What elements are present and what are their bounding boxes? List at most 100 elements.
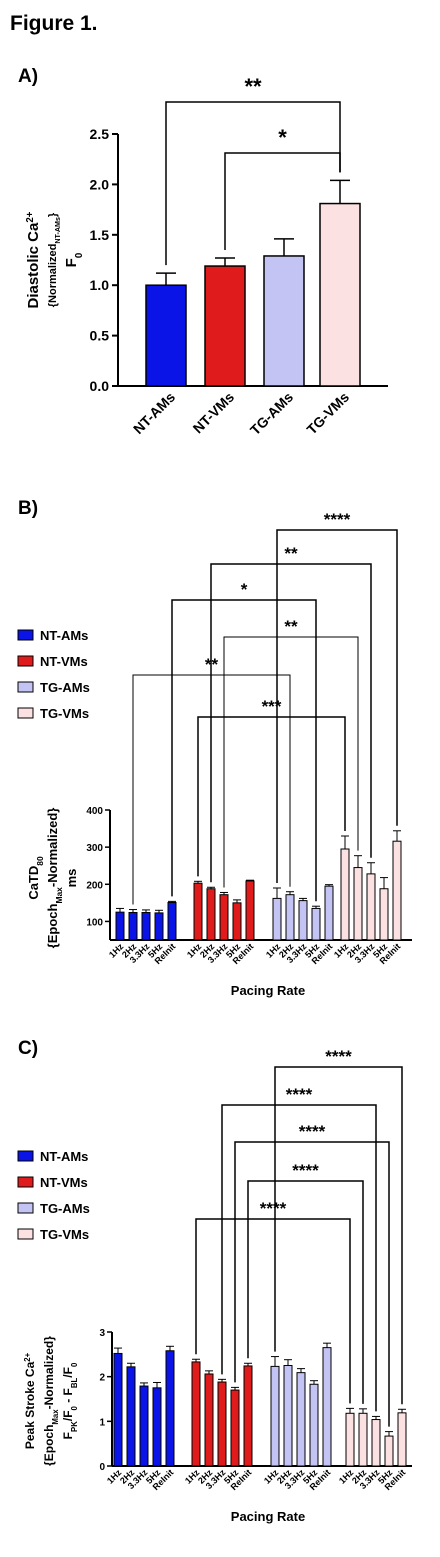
bar-tg-ams-5hz — [311, 907, 321, 941]
bar-tg-ams — [263, 255, 305, 387]
bracket-line — [195, 1218, 351, 1404]
legend-label-tg-vms: TG-VMs — [40, 706, 89, 721]
x-axis-label: Pacing Rate — [231, 983, 305, 998]
bracket-line — [210, 563, 372, 883]
legend-swatch-nt-ams — [17, 1150, 34, 1162]
y-axis-label-line-1: Diastolic Ca2+ — [25, 211, 43, 308]
bar-nt-ams-3-3hz — [139, 1385, 149, 1467]
y-tick-label: 2.5 — [90, 126, 110, 142]
y-axis-label-line-1: CaTD80 — [26, 856, 45, 900]
legend-label-tg-ams: TG-AMs — [40, 1201, 90, 1216]
bar-nt-ams-2hz — [128, 912, 138, 941]
bar-nt-vms-reinit — [243, 1365, 253, 1467]
significance-label: ** — [284, 617, 298, 636]
bracket-line — [247, 1180, 364, 1404]
significance-bracket-1: **** — [274, 1047, 403, 1405]
bar-tg-ams-5hz — [309, 1383, 319, 1467]
significance-label: * — [241, 580, 248, 599]
bar-nt-vms-5hz — [232, 902, 242, 941]
y-axis-label-line-1: Peak Stroke Ca2+ — [23, 1352, 38, 1449]
significance-bracket-4: ** — [223, 617, 359, 888]
bar-tg-vms-reinit — [397, 1412, 407, 1467]
legend-swatch-tg-ams — [17, 1202, 34, 1214]
bracket-line — [223, 636, 359, 888]
bracket-line — [234, 1141, 390, 1427]
bar-tg-vms-2hz — [358, 1412, 368, 1467]
y-tick-label: 100 — [86, 917, 103, 928]
bracket-line — [165, 101, 341, 266]
y-axis-label-line-2: {EpochMax-Normalized} — [45, 808, 64, 949]
significance-label: ** — [244, 74, 262, 99]
bar-tg-vms-1hz — [340, 848, 350, 941]
bar-nt-vms-1hz — [191, 1361, 201, 1467]
bar-nt-vms-3-3hz — [217, 1381, 227, 1467]
significance-bracket-2: ** — [210, 544, 372, 883]
bar-tg-vms-3-3hz — [366, 873, 376, 941]
y-tick-label: 1.0 — [90, 277, 110, 293]
figure-title: Figure 1. — [10, 12, 98, 35]
significance-label: ** — [284, 544, 298, 563]
significance-label: ** — [205, 655, 219, 674]
bar-tg-ams-1hz — [272, 897, 282, 941]
legend-label-nt-vms: NT-VMs — [40, 1175, 88, 1190]
y-tick-label: 400 — [86, 806, 103, 817]
y-axis-label-line-3: F0 — [63, 252, 85, 267]
y-tick-label: 1.5 — [90, 227, 110, 243]
legend-swatch-tg-vms — [17, 707, 34, 719]
y-tick-label: 300 — [86, 843, 103, 854]
bar-nt-vms-2hz — [206, 888, 216, 941]
y-tick-label: 0.0 — [90, 378, 110, 394]
panel-b-chart: B)NT-AMsNT-VMsTG-AMsTG-VMs1002003004001H… — [17, 498, 412, 998]
bar-nt-vms-1hz — [193, 882, 203, 941]
bar-tg-ams-3-3hz — [296, 1372, 306, 1467]
bar-nt-ams-1hz — [113, 1352, 123, 1467]
bar-tg-vms-2hz — [353, 867, 363, 941]
significance-label: * — [278, 125, 287, 150]
bar-nt-vms-5hz — [230, 1389, 240, 1467]
bracket-line — [274, 1066, 403, 1405]
legend-label-nt-ams: NT-AMs — [40, 628, 88, 643]
significance-bracket-6: *** — [197, 697, 346, 877]
y-tick-label: 2 — [99, 1373, 105, 1384]
legend-swatch-nt-vms — [17, 655, 34, 667]
legend-label-tg-vms: TG-VMs — [40, 1227, 89, 1242]
bar-nt-ams-3-3hz — [141, 912, 151, 941]
y-tick-label: 1 — [99, 1417, 105, 1428]
significance-label: **** — [292, 1161, 319, 1180]
panel-b-label: B) — [18, 498, 38, 519]
panel-a-label: A) — [18, 66, 38, 87]
bar-tg-ams-2hz — [283, 1365, 293, 1467]
x-tick-label-tg-vms: TG-VMs — [303, 389, 352, 438]
significance-label: **** — [324, 510, 351, 529]
y-tick-label: 0.5 — [90, 328, 110, 344]
bracket-line — [221, 1104, 377, 1412]
significance-bracket-1: ** ** — [276, 510, 398, 883]
bar-nt-vms-reinit — [245, 880, 255, 941]
bar-nt-vms-2hz — [204, 1373, 214, 1467]
significance-label: **** — [299, 1122, 326, 1141]
panel-a-chart: A) 0.0 0.5 1.0 1.5 2.0 2.5 NT-AMs NT-VMs TG-AMs TG… — [18, 66, 388, 438]
bar-tg-vms-5hz — [379, 888, 389, 941]
bracket-line — [276, 529, 398, 883]
panel-c-label: C) — [18, 1038, 38, 1059]
significance-bracket-3: **** — [234, 1122, 390, 1427]
y-axis-label-line-2: {EpochMax-Normalized} — [42, 1336, 60, 1466]
bar-nt-ams-5hz — [154, 912, 164, 941]
y-axis-label-line-3: FPK/F0 - FBL/F0 — [61, 1362, 79, 1439]
legend-label-nt-ams: NT-AMs — [40, 1149, 88, 1164]
x-tick-label-nt-vms: NT-VMs — [190, 389, 238, 437]
bar-tg-vms-reinit — [392, 840, 402, 941]
y-axis-label-line-2: {NormalizedNT-AMs} — [47, 212, 62, 307]
significance-bracket-5: **** — [195, 1199, 351, 1404]
significance-bracket-2: **** — [221, 1085, 377, 1412]
legend-swatch-tg-ams — [17, 681, 34, 693]
significance-bracket-4: **** — [247, 1161, 364, 1404]
legend-swatch-nt-vms — [17, 1176, 34, 1188]
legend-swatch-nt-ams — [17, 629, 34, 641]
legend-swatch-tg-vms — [17, 1228, 34, 1240]
x-tick-label-nt-ams: NT-AMs — [130, 389, 178, 437]
bracket-line — [224, 152, 341, 250]
bar-tg-vms-1hz — [345, 1412, 355, 1467]
y-axis-label-line-3: ms — [64, 869, 79, 888]
bar-nt-ams — [145, 284, 187, 387]
